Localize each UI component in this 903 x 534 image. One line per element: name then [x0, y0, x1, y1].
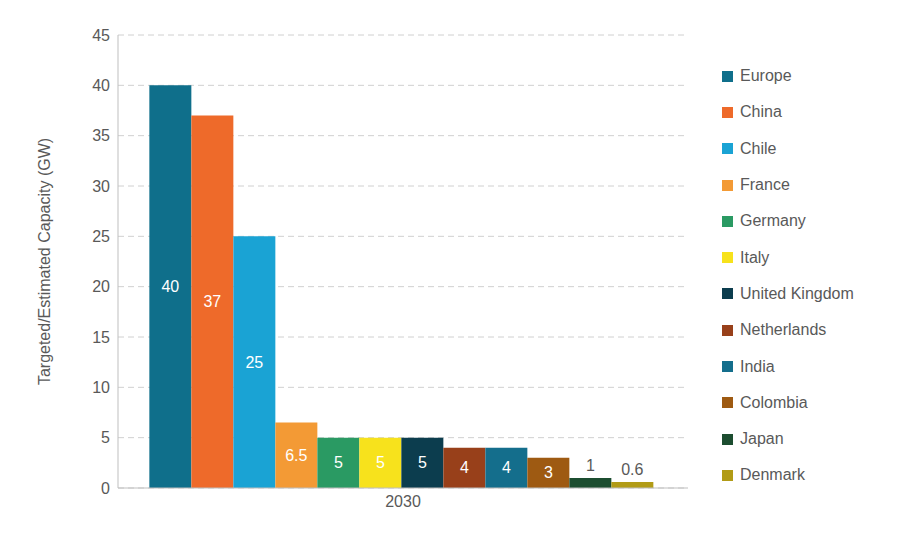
svg-text:4: 4 [502, 459, 511, 476]
svg-text:20: 20 [92, 278, 110, 295]
html-text:Germany: Germany [740, 212, 806, 230]
svg-text:10: 10 [92, 379, 110, 396]
svg-text:5: 5 [334, 454, 343, 471]
svg-text:45: 45 [92, 27, 110, 44]
svg-text:25: 25 [92, 228, 110, 245]
svg-text:40: 40 [161, 278, 179, 295]
html-text:China: China [740, 103, 782, 121]
html-text:Italy: Italy [740, 248, 770, 266]
html-text:Denmark: Denmark [740, 466, 805, 484]
svg-text:35: 35 [92, 127, 110, 144]
svg-text:0.6: 0.6 [621, 461, 643, 478]
svg-text:6.5: 6.5 [285, 447, 307, 464]
svg-text:5: 5 [418, 454, 427, 471]
html-text:Europe: Europe [740, 67, 792, 85]
svg-text:5: 5 [376, 454, 385, 471]
svg-text:5: 5 [101, 429, 110, 446]
svg-text:15: 15 [92, 329, 110, 346]
svg-text:1: 1 [586, 457, 595, 474]
html-text:France: France [740, 176, 790, 193]
svg-text:40: 40 [92, 77, 110, 94]
svg-text:37: 37 [203, 293, 221, 310]
html-text:Chile: Chile [740, 139, 777, 157]
html-text:Japan: Japan [740, 430, 784, 448]
svg-text:4: 4 [460, 459, 469, 476]
svg-text:Targeted/Estimated Capacity (G: Targeted/Estimated Capacity (GW) [36, 138, 53, 385]
svg-text:2030: 2030 [385, 493, 421, 510]
svg-text:25: 25 [245, 354, 263, 371]
svg-text:30: 30 [92, 178, 110, 195]
html-text:Netherlands: Netherlands [740, 321, 827, 339]
html-text:India: India [740, 357, 775, 375]
svg-text:0: 0 [101, 480, 110, 497]
html-text:United Kingdom: United Kingdom [740, 284, 854, 302]
svg-text:3: 3 [544, 464, 553, 481]
html-text:Colombia: Colombia [740, 393, 808, 411]
